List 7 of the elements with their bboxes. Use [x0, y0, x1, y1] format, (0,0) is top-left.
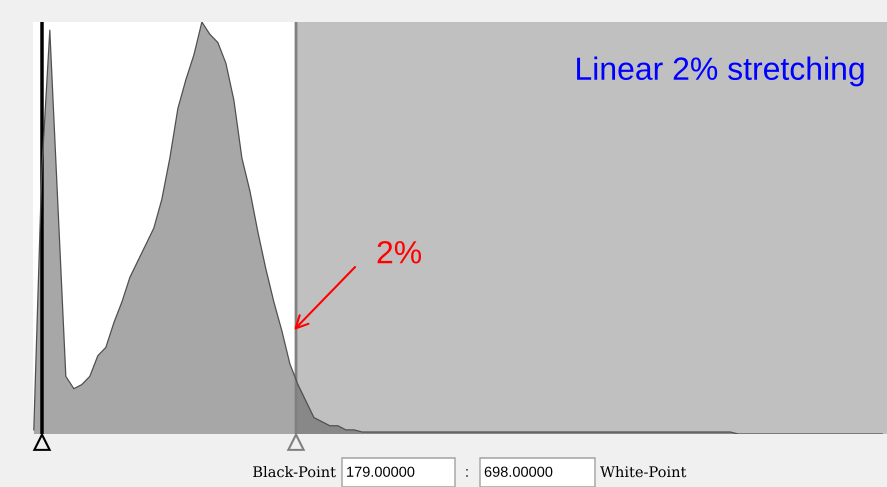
text: 698.00000 — [484, 466, 552, 477]
text: 179.00000 — [347, 466, 414, 477]
text: White-Point — [600, 466, 686, 478]
text: Black-Point — [253, 466, 336, 478]
text: : — [466, 469, 468, 477]
annotation: 2% — [378, 240, 422, 264]
annotation: Linear 2% stretching — [577, 56, 864, 86]
